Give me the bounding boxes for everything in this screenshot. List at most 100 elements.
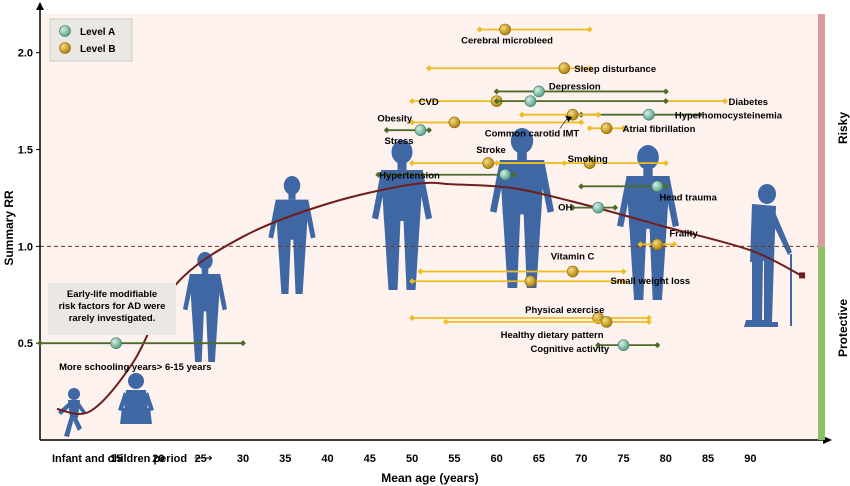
x-tick-label: 30 xyxy=(237,453,249,465)
teen-silhouette xyxy=(268,176,316,294)
callout-text: Early-life modifiable risk factors for AD… xyxy=(59,289,166,324)
x-axis-arrow xyxy=(823,436,832,444)
ci-end-diamond xyxy=(493,88,500,95)
callout-line: risk factors for AD were xyxy=(59,301,166,312)
toddler-silhouette xyxy=(118,373,154,424)
factor-vitamin-c xyxy=(417,265,627,278)
factor-label-smoking: Smoking xyxy=(568,154,608,165)
point-marker xyxy=(643,108,655,121)
callout-box xyxy=(48,283,176,335)
factor-label-physical-exercise: Physical exercise xyxy=(525,305,604,316)
legend: Level A Level B xyxy=(49,18,133,62)
ci-end-diamond xyxy=(645,318,652,325)
ci-end-diamond xyxy=(37,340,43,347)
x-tick-label: 20 xyxy=(152,453,164,465)
x-prefix-label: Infant and children period xyxy=(52,453,187,465)
x-tick-label: 85 xyxy=(702,453,714,465)
ci-end-diamond xyxy=(417,268,424,275)
ci-end-diamond xyxy=(662,98,669,105)
callout: Early-life modifiable risk factors for AD… xyxy=(48,283,176,335)
legend-marker-level-b xyxy=(59,42,71,54)
x-tick-label: 75 xyxy=(617,453,629,465)
child-silhouette xyxy=(183,251,227,362)
ci-end-diamond xyxy=(426,65,432,72)
factor-cognitive-activity xyxy=(595,339,661,351)
side-bar-risky: Risky xyxy=(818,14,850,247)
point-marker xyxy=(592,201,604,214)
ci-end-diamond xyxy=(409,315,416,322)
ci-end-diamond xyxy=(409,98,416,105)
point-marker xyxy=(533,85,545,98)
ci-end-diamond xyxy=(645,315,652,322)
ci-end-diamond xyxy=(586,26,593,33)
ci-end-diamond xyxy=(586,65,593,72)
point-marker xyxy=(566,108,579,121)
y-tick-label: 1.0 xyxy=(18,241,33,253)
y-axis-label: Summary RR xyxy=(2,190,16,266)
elderly-silhouette xyxy=(744,184,792,327)
factor-label-more-schooling-years-6-15-years: More schooling years> 6-15 years xyxy=(59,362,211,373)
x-tick-label: 45 xyxy=(364,453,376,465)
factor-label-depression: Depression xyxy=(549,81,601,92)
ci-end-diamond xyxy=(442,318,449,325)
legend-label-level-a: Level A xyxy=(80,27,115,38)
x-tick-label: 35 xyxy=(279,453,291,465)
ci-end-diamond xyxy=(578,183,585,190)
protective-label: Protective xyxy=(836,299,850,357)
point-marker xyxy=(499,23,511,36)
ci-end-diamond xyxy=(239,340,246,347)
factor-obesity xyxy=(409,116,585,129)
factor-sleep-disturbance xyxy=(426,62,593,75)
ci-end-diamond xyxy=(510,171,517,178)
ci-end-diamond xyxy=(620,278,627,285)
ci-end-diamond xyxy=(409,160,416,167)
ci-end-diamond xyxy=(586,125,593,132)
axes xyxy=(39,8,825,441)
ci-end-diamond xyxy=(721,98,728,105)
factor-label-healthy-dietary-pattern: Healthy dietary pattern xyxy=(501,330,604,341)
x-tick-label: 65 xyxy=(533,453,545,465)
side-bar-protective: Protective xyxy=(818,246,850,440)
trend-curve xyxy=(56,181,802,415)
factor-small-weight-loss xyxy=(409,275,627,288)
protective-band xyxy=(818,246,825,440)
factor-label-obesity: Obesity xyxy=(377,113,413,124)
x-tick-label: 55 xyxy=(448,453,460,465)
human-silhouettes xyxy=(58,128,792,437)
factor-label-oh: OH xyxy=(558,203,572,214)
point-marker xyxy=(600,122,613,135)
ci-end-diamond xyxy=(519,111,526,118)
factor-label-small-weight-loss: Small weight loss xyxy=(610,276,690,287)
point-marker xyxy=(651,238,664,251)
risk-factor-marks xyxy=(37,23,806,351)
x-ticks: 15 20 25 30 35 40 45 50 55 60 65 70 75 80 85 90 xyxy=(110,453,756,465)
factor-label-hypertension: Hypertension xyxy=(379,171,440,182)
x-tick-label: 50 xyxy=(406,453,418,465)
factor-cerebral-microbleed xyxy=(476,23,593,36)
factor-diabetes xyxy=(493,95,669,107)
point-marker xyxy=(110,337,122,349)
risky-band xyxy=(818,14,825,247)
factor-label-hyperhomocysteinemia: Hyperhomocysteinemia xyxy=(675,111,783,122)
ci-end-diamond xyxy=(654,342,661,349)
carotid-pointer xyxy=(559,115,573,129)
factor-label-diabetes: Diabetes xyxy=(728,97,768,108)
y-axis-arrow xyxy=(36,2,44,10)
point-marker xyxy=(651,180,664,193)
ci-end-diamond xyxy=(409,119,416,126)
ci-end-diamond xyxy=(493,160,500,167)
factor-label-atrial-fibrillation: Atrial fibrillation xyxy=(623,124,696,135)
factor-label-stress: Stress xyxy=(385,136,414,147)
factor-healthy-dietary-pattern xyxy=(442,316,652,328)
ci-end-diamond xyxy=(637,241,644,248)
point-marker xyxy=(499,168,511,181)
factor-label-sleep-disturbance: Sleep disturbance xyxy=(574,64,656,75)
ci-end-diamond xyxy=(569,204,576,211)
ci-end-diamond xyxy=(671,241,678,248)
factor-head-trauma xyxy=(578,180,669,193)
y-tick-label: 1.5 xyxy=(18,145,33,157)
ci-end-diamond xyxy=(662,183,669,190)
ci-end-diamond xyxy=(620,125,627,132)
y-ticks: 0.5 1.0 1.5 2.0 xyxy=(18,48,40,350)
